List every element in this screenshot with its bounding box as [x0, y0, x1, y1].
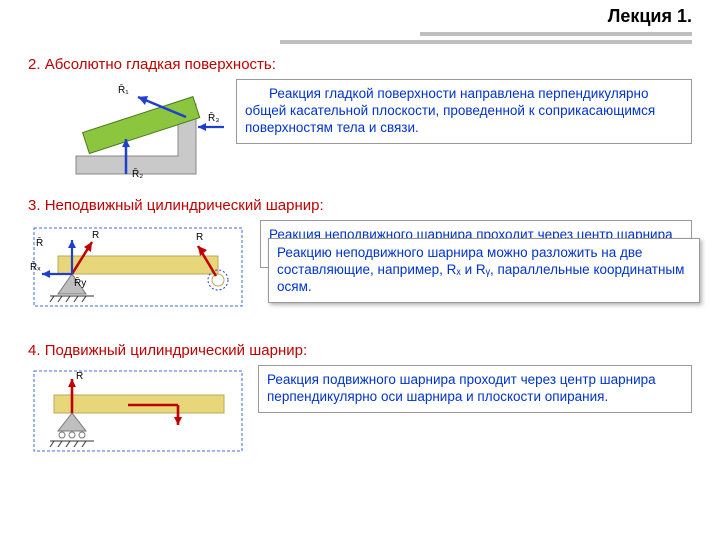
- label-Ry: R̄y: [74, 276, 86, 289]
- header-rule-long: [280, 40, 692, 44]
- section4-row: R Реакция подвижного шарнира проходит че…: [28, 365, 692, 461]
- section2-title: 2. Абсолютно гладкая поверхность:: [28, 56, 720, 73]
- section4-heading: Подвижный цилиндрический шарнир:: [45, 342, 307, 359]
- section2-row: R̄₁ R̄₃ R̄₂ Реакция гладкой поверхности …: [28, 79, 692, 189]
- section3-figure: R R̄ R̄ₓ R̄y R: [28, 220, 248, 320]
- section4-figure: R: [28, 365, 248, 461]
- section2-text: Реакция гладкой поверхности направлена п…: [245, 86, 655, 135]
- label-R: R: [92, 230, 99, 241]
- label-R-right: R: [196, 232, 203, 243]
- slide-header: Лекция 1.: [0, 0, 720, 48]
- label-R2: R̄₂: [132, 167, 143, 180]
- header-rule-short: [420, 32, 692, 36]
- section3-index: 3.: [28, 197, 41, 214]
- section2-textbox: Реакция гладкой поверхности направлена п…: [236, 79, 692, 144]
- section3-heading: Неподвижный цилиндрический шарнир:: [45, 197, 324, 214]
- lecture-title: Лекция 1.: [608, 6, 692, 27]
- label-Rx: R̄ₓ: [30, 260, 41, 273]
- label-R4: R: [76, 371, 83, 382]
- section3-text-front: Реакцию неподвижного шарнира можно разло…: [268, 238, 700, 303]
- label-Rhat: R̄: [36, 236, 43, 249]
- label-R3: R̄₃: [208, 111, 219, 124]
- section4-textbox: Реакция подвижного шарнира проходит чере…: [258, 365, 692, 413]
- section2-index: 2.: [28, 56, 41, 73]
- label-R1: R̄₁: [118, 83, 129, 96]
- section4-title: 4. Подвижный цилиндрический шарнир:: [28, 342, 720, 359]
- section3-title: 3. Неподвижный цилиндрический шарнир:: [28, 197, 720, 214]
- section3-row: R R̄ R̄ₓ R̄y R Реакция неподвижного шарн…: [28, 220, 692, 320]
- section3-textstack: Реакция неподвижного шарнира проходит че…: [260, 220, 692, 316]
- section4-text: Реакция подвижного шарнира проходит чере…: [267, 372, 656, 404]
- section2-figure: R̄₁ R̄₃ R̄₂: [28, 79, 228, 189]
- section4-index: 4.: [28, 342, 41, 359]
- section2-heading: Абсолютно гладкая поверхность:: [45, 56, 276, 73]
